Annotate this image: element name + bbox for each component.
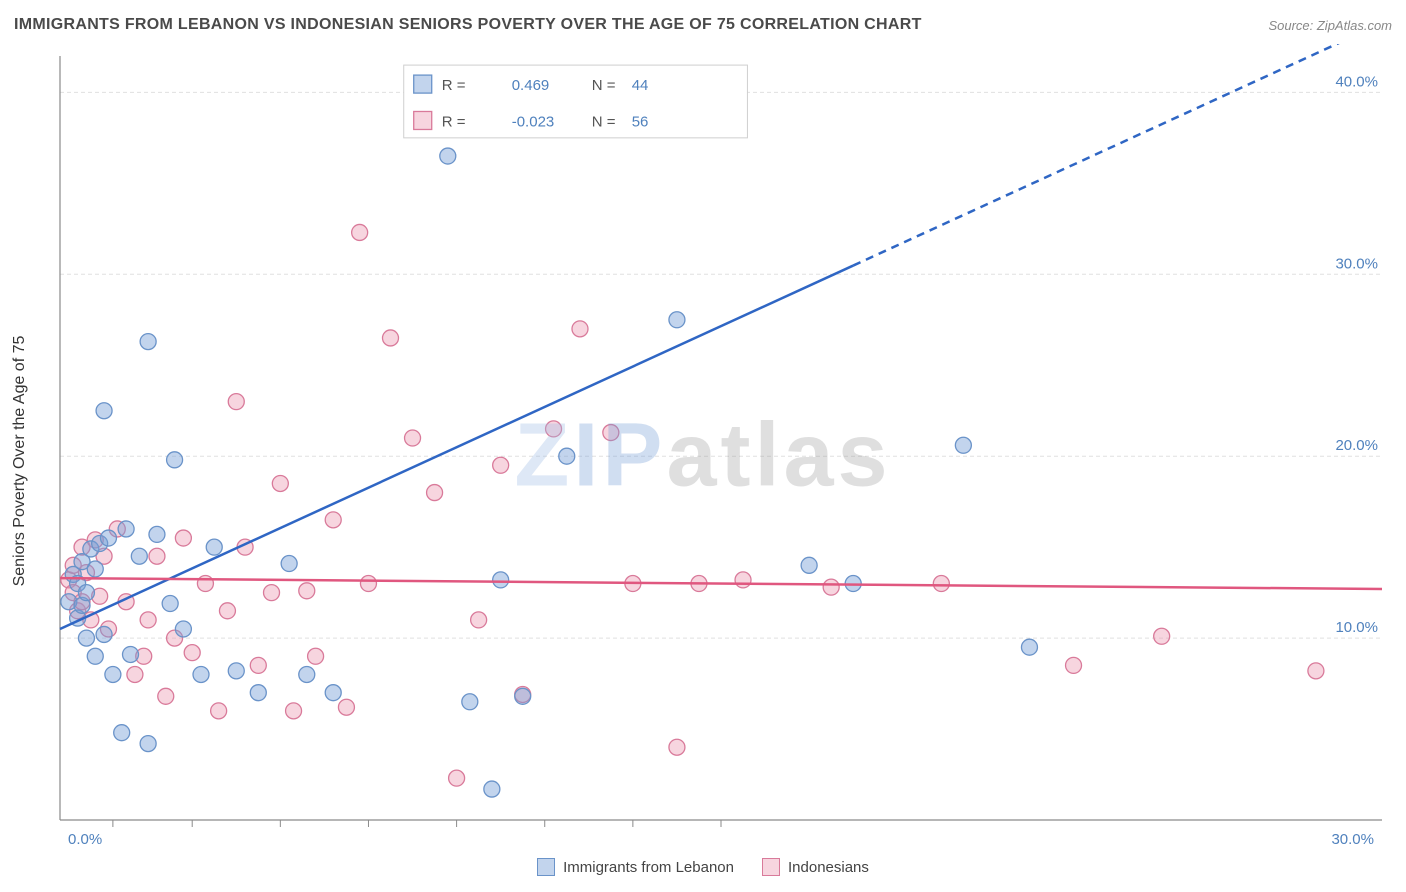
chart-title: IMMIGRANTS FROM LEBANON VS INDONESIAN SE… xyxy=(14,16,922,34)
title-bar: IMMIGRANTS FROM LEBANON VS INDONESIAN SE… xyxy=(14,12,1392,38)
svg-text:0.0%: 0.0% xyxy=(68,831,102,848)
legend-item: Indonesians xyxy=(762,858,869,876)
y-axis-label: Seniors Poverty Over the Age of 75 xyxy=(11,336,29,587)
source-attribution: Source: ZipAtlas.com xyxy=(1268,18,1392,33)
svg-text:N =: N = xyxy=(592,77,616,94)
legend-item: Immigrants from Lebanon xyxy=(537,858,734,876)
legend-label: Indonesians xyxy=(788,859,869,876)
scatter-plot: 10.0% 20.0% 30.0% 40.0% 0.0% 30.0% R = 0.469 N =… xyxy=(14,44,1392,878)
svg-text:56: 56 xyxy=(632,113,649,130)
chart-area: Seniors Poverty Over the Age of 75 10.0%… xyxy=(14,44,1392,878)
svg-text:N =: N = xyxy=(592,113,616,130)
svg-text:R =: R = xyxy=(442,113,466,130)
svg-text:R =: R = xyxy=(442,77,466,94)
svg-text:44: 44 xyxy=(632,77,649,94)
svg-text:-0.023: -0.023 xyxy=(512,113,555,130)
bottom-legend: Immigrants from Lebanon Indonesians xyxy=(14,858,1392,876)
svg-text:30.0%: 30.0% xyxy=(1331,831,1374,848)
legend-swatch xyxy=(762,858,780,876)
svg-text:30.0%: 30.0% xyxy=(1335,255,1378,272)
svg-text:40.0%: 40.0% xyxy=(1335,73,1378,90)
legend-label: Immigrants from Lebanon xyxy=(563,859,734,876)
svg-text:10.0%: 10.0% xyxy=(1335,619,1378,636)
svg-text:0.469: 0.469 xyxy=(512,77,550,94)
svg-text:20.0%: 20.0% xyxy=(1335,437,1378,454)
legend-swatch xyxy=(537,858,555,876)
